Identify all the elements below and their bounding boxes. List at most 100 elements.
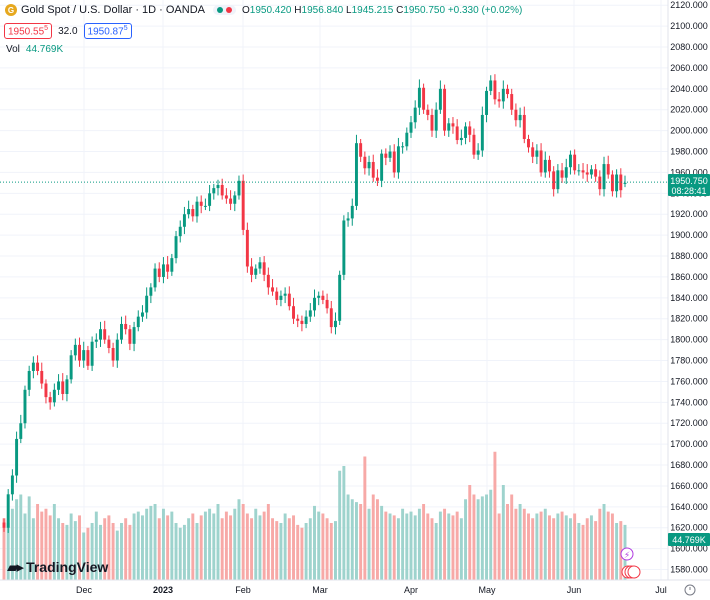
- candle-body: [493, 80, 497, 100]
- time-tick-label: Mar: [312, 585, 328, 595]
- candle-body: [594, 169, 598, 177]
- volume-bar: [313, 505, 316, 580]
- candle-body: [443, 88, 447, 131]
- volume-bar: [292, 515, 295, 580]
- price-tick-label: 1680.000: [670, 460, 708, 470]
- candle-body: [170, 258, 174, 272]
- price-tick-label: 1740.000: [670, 397, 708, 407]
- candle-body: [350, 205, 354, 219]
- candle-body: [69, 355, 73, 380]
- candle-body: [19, 423, 23, 439]
- volume-bar: [182, 524, 186, 580]
- volume-bar: [598, 508, 602, 580]
- volume-bar: [556, 513, 560, 580]
- volume-bar: [149, 505, 153, 580]
- price-tick-label: 1820.000: [670, 314, 708, 324]
- volume-bar: [434, 523, 438, 580]
- goto-date-icon[interactable]: [684, 584, 696, 596]
- volume-bar: [250, 518, 254, 580]
- volume-bar: [430, 518, 434, 580]
- candle-body: [581, 170, 585, 173]
- volume-bar: [522, 508, 526, 580]
- candle-body: [434, 109, 438, 131]
- status-dots[interactable]: [213, 5, 236, 15]
- candle-body: [506, 88, 509, 95]
- volume-bar: [262, 511, 266, 580]
- candle-body: [187, 209, 191, 215]
- volume-bar: [350, 499, 354, 580]
- volume-bar: [132, 513, 136, 580]
- price-tick-label: 1840.000: [670, 293, 708, 303]
- price-tick-label: 2020.000: [670, 105, 708, 115]
- volume-bar: [346, 494, 350, 580]
- candle-body: [2, 522, 6, 528]
- volume-value-tag: 44.769K: [668, 533, 710, 546]
- candle-body: [527, 138, 530, 148]
- price-tick-label: 1780.000: [670, 356, 708, 366]
- volume-bar: [90, 523, 94, 580]
- trade-row: 1950.555 32.0 1950.875: [4, 23, 132, 40]
- event-icons[interactable]: ⚡: [620, 547, 641, 579]
- candle-body: [539, 150, 543, 173]
- volume-bar: [40, 511, 44, 580]
- volume-bar: [531, 518, 535, 580]
- candle-body: [94, 339, 98, 342]
- volume-bar: [573, 513, 577, 580]
- candle-body: [577, 170, 581, 172]
- candle-body: [266, 274, 270, 288]
- symbol-title[interactable]: Gold Spot / U.S. Dollar · 1D · OANDA: [21, 4, 205, 16]
- candle-body: [182, 214, 186, 227]
- volume-bar: [384, 511, 388, 580]
- buy-price-button[interactable]: 1950.875: [83, 23, 132, 40]
- volume-legend-label: Vol: [6, 44, 20, 55]
- volume-bar: [2, 518, 6, 580]
- volume-bar: [615, 523, 619, 580]
- candle-body: [224, 195, 228, 199]
- volume-bar: [535, 513, 539, 580]
- price-tick-label: 2100.000: [670, 21, 708, 31]
- volume-bar: [23, 513, 27, 580]
- candle-body: [510, 94, 514, 110]
- candle-body: [338, 274, 342, 321]
- volume-bar: [6, 523, 10, 580]
- candle-body: [535, 150, 539, 157]
- volume-bar: [589, 515, 593, 580]
- candle-body: [606, 164, 610, 175]
- volume-bar: [44, 508, 48, 580]
- candle-body: [140, 312, 144, 317]
- volume-bar: [120, 523, 123, 580]
- candle-body: [287, 293, 291, 307]
- candle-body: [329, 308, 333, 328]
- volume-bar: [94, 511, 98, 580]
- volume-bar: [161, 508, 165, 580]
- volume-bar: [199, 515, 203, 580]
- price-axis-bg[interactable]: [668, 0, 710, 580]
- candle-body: [304, 316, 308, 324]
- volume-legend: Vol 44.769K: [6, 44, 63, 55]
- candle-body: [485, 90, 489, 115]
- volume-bar: [468, 485, 472, 580]
- candle-body: [245, 229, 249, 267]
- volume-bar: [153, 504, 157, 580]
- price-tick-label: 1720.000: [670, 418, 708, 428]
- volume-bar: [208, 508, 212, 580]
- current-price-label: 1950.750: [670, 176, 708, 186]
- candle-body: [237, 180, 241, 196]
- volume-bar: [170, 511, 174, 580]
- sell-price-button[interactable]: 1950.555: [4, 23, 53, 40]
- volume-bar: [321, 513, 325, 580]
- candle-body: [178, 226, 182, 237]
- price-tick-label: 1620.000: [670, 523, 708, 533]
- candle-body: [585, 172, 589, 175]
- lightning-icon[interactable]: [620, 547, 634, 561]
- time-tick-label: Jun: [567, 585, 582, 595]
- candle-body: [161, 264, 165, 277]
- candle-body: [103, 329, 107, 340]
- candle-body: [375, 177, 379, 181]
- candle-body: [396, 146, 400, 173]
- volume-bar: [409, 511, 413, 580]
- gold-symbol-icon: G: [5, 4, 17, 16]
- volume-bar: [82, 532, 86, 580]
- candle-body: [10, 475, 14, 495]
